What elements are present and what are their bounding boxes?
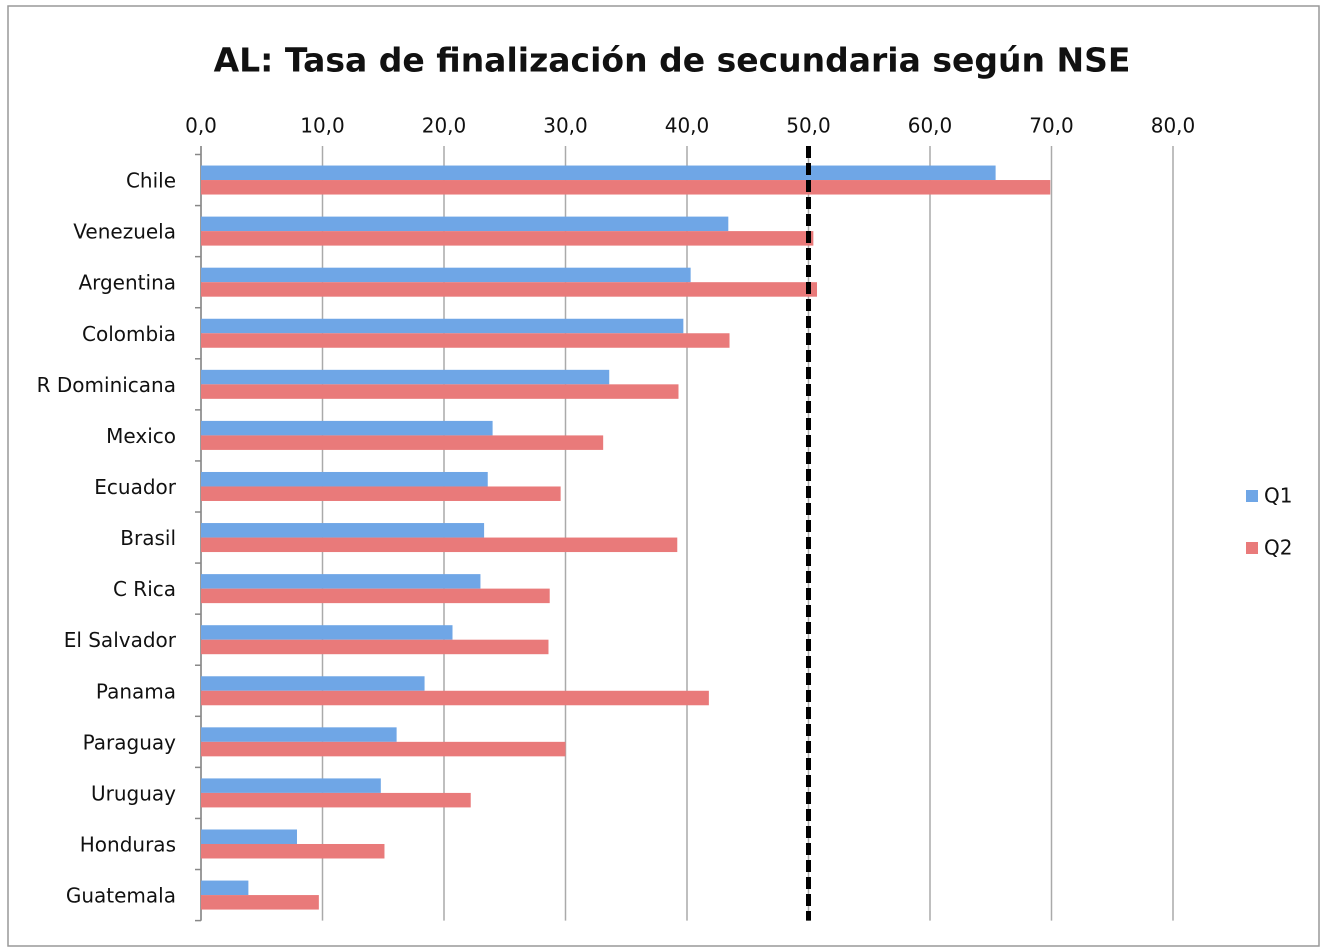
bar: [201, 639, 549, 655]
legend-swatch: [1246, 542, 1258, 554]
legend-swatch: [1246, 490, 1258, 502]
bar: [201, 829, 297, 844]
y-tick-label: C Rica: [113, 577, 176, 601]
bar: [201, 471, 488, 487]
bar: [201, 690, 709, 706]
legend-label: Q1: [1264, 484, 1292, 508]
bar: [201, 537, 678, 553]
y-tick-label: Brasil: [120, 526, 176, 550]
y-tick-label: Guatemala: [66, 884, 176, 908]
bar: [201, 676, 425, 691]
bar: [201, 792, 471, 808]
x-tick-label: 60,0: [908, 114, 953, 138]
y-tick-label: Uruguay: [91, 781, 176, 805]
bar: [201, 727, 397, 742]
bar: [201, 895, 319, 910]
bar: [201, 165, 996, 181]
bar: [201, 574, 481, 589]
x-tick-label: 10,0: [300, 114, 345, 138]
bar: [201, 588, 550, 604]
bar: [201, 778, 381, 793]
bar: [201, 180, 1051, 195]
x-tick-label: 30,0: [543, 114, 588, 138]
bar: [201, 741, 566, 757]
x-tick-label: 70,0: [1029, 114, 1074, 138]
bar: [201, 486, 561, 501]
x-tick-label: 20,0: [422, 114, 467, 138]
y-tick-label: Argentina: [78, 271, 176, 295]
x-tick-label: 80,0: [1151, 114, 1196, 138]
bar: [201, 231, 814, 246]
y-tick-label: Honduras: [80, 832, 176, 856]
bar: [201, 420, 493, 436]
bar: [201, 435, 604, 450]
x-tick-label: 50,0: [786, 114, 831, 138]
bar: [201, 282, 818, 297]
bar: [201, 523, 485, 538]
x-tick-label: 40,0: [665, 114, 710, 138]
y-tick-label: Venezuela: [73, 220, 176, 244]
bar: [201, 267, 691, 283]
chart-title: AL: Tasa de finalización de secundaria s…: [214, 41, 1131, 80]
y-tick-label: Ecuador: [94, 475, 176, 499]
bar: [201, 880, 249, 896]
y-tick-label: R Dominicana: [37, 373, 176, 397]
legend-label: Q2: [1264, 536, 1292, 560]
y-tick-label: Mexico: [106, 424, 176, 448]
bar: [201, 216, 729, 232]
bar: [201, 625, 453, 640]
bar: [201, 333, 730, 348]
x-tick-label: 0,0: [185, 114, 217, 138]
y-tick-label: Panama: [96, 679, 176, 703]
y-tick-label: Paraguay: [83, 730, 177, 754]
bar: [201, 384, 679, 399]
bar: [201, 843, 385, 859]
y-tick-label: El Salvador: [64, 628, 177, 652]
y-tick-label: Chile: [126, 169, 176, 193]
y-tick-label: Colombia: [82, 322, 176, 346]
bar: [201, 369, 610, 385]
bar: [201, 318, 684, 334]
